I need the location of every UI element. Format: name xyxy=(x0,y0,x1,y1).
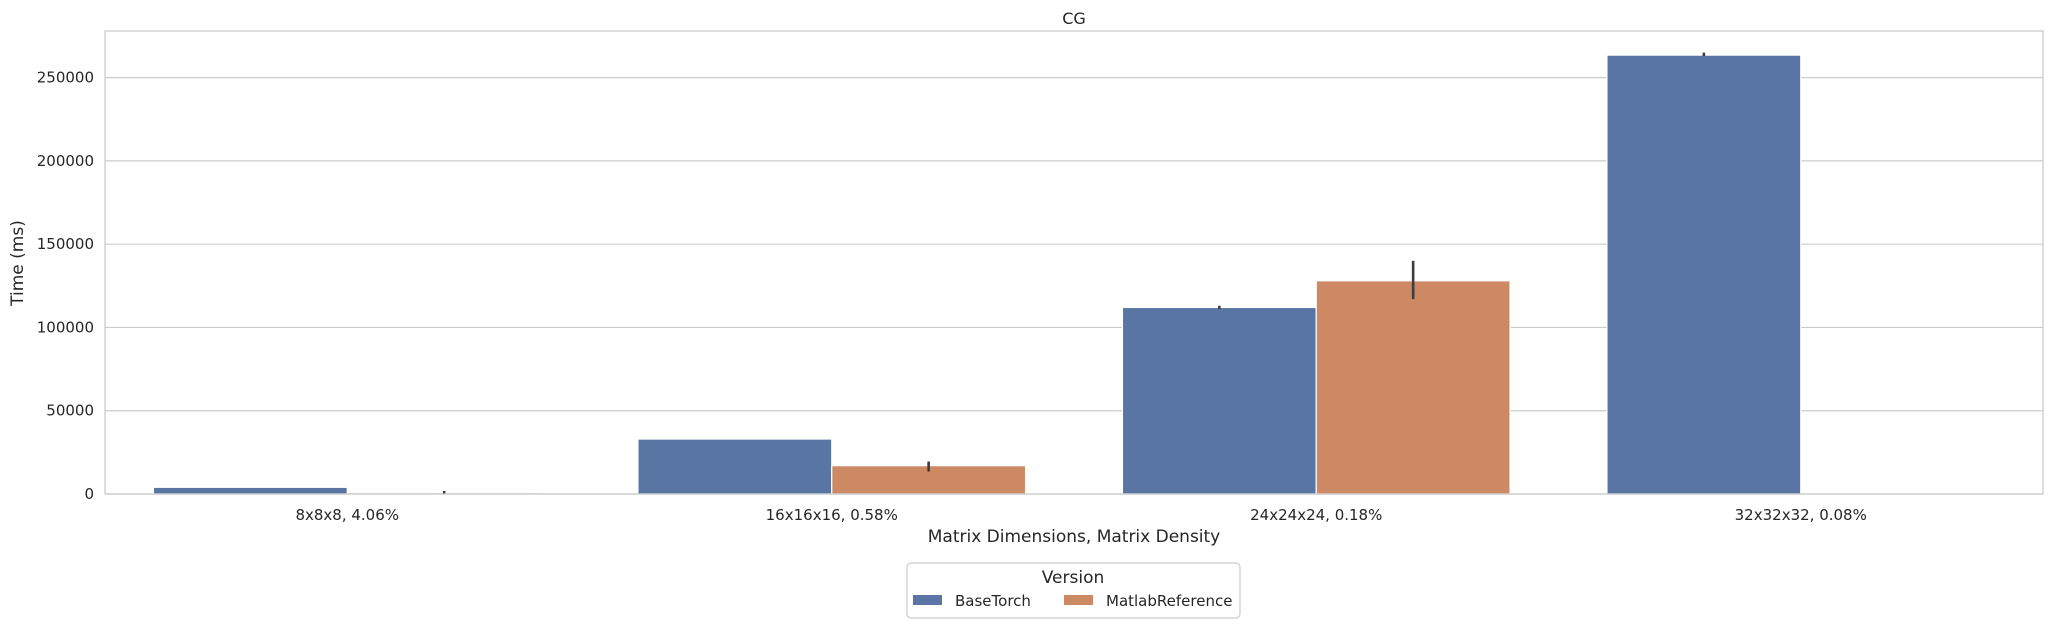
x-tick-labels: 8x8x8, 4.06% 16x16x16, 0.58% 24x24x24, 0.1… xyxy=(295,506,1866,524)
chart-title: CG xyxy=(1062,9,1086,28)
bar-matlabreference-24x24x24-0-18 xyxy=(1315,280,1511,495)
x-tick-label-24x24x24-0-18: 24x24x24, 0.18% xyxy=(1250,506,1382,524)
bar-basetorch-16x16x16-0-58 xyxy=(637,438,833,495)
y-tick-label-0: 0 xyxy=(84,485,94,503)
error-bars xyxy=(442,52,1706,494)
y-tick-label-100000: 100000 xyxy=(37,318,94,336)
x-tick-label-8x8x8-4-06: 8x8x8, 4.06% xyxy=(295,506,399,524)
y-tick-label-200000: 200000 xyxy=(37,152,94,170)
y-tick-label-150000: 150000 xyxy=(37,235,94,253)
legend-label-basetorch: BaseTorch xyxy=(955,592,1031,610)
y-tick-labels: 0 50000 100000 150000 200000 250000 xyxy=(37,69,94,503)
bar-basetorch-32x32x32-0-08 xyxy=(1606,54,1802,495)
y-tick-label-50000: 50000 xyxy=(46,402,94,420)
bar-basetorch-24x24x24-0-18 xyxy=(1121,306,1317,495)
bar-basetorch-8x8x8-4-06 xyxy=(152,486,348,495)
x-tick-label-32x32x32-0-08: 32x32x32, 0.08% xyxy=(1735,506,1867,524)
bars xyxy=(152,54,1802,495)
legend: Version BaseTorch MatlabReference xyxy=(906,562,1241,619)
y-tick-label-250000: 250000 xyxy=(37,69,94,87)
legend-label-matlabreference: MatlabReference xyxy=(1106,592,1232,610)
x-tick-label-16x16x16-0-58: 16x16x16, 0.58% xyxy=(766,506,898,524)
legend-swatch-basetorch xyxy=(913,595,942,605)
x-axis-label: Matrix Dimensions, Matrix Density xyxy=(928,527,1221,547)
legend-frame xyxy=(906,562,1241,619)
legend-swatch-matlabreference xyxy=(1064,595,1093,605)
y-axis-label: Time (ms) xyxy=(8,220,28,307)
plot-frame xyxy=(104,30,2044,495)
legend-title: Version xyxy=(1042,568,1105,588)
